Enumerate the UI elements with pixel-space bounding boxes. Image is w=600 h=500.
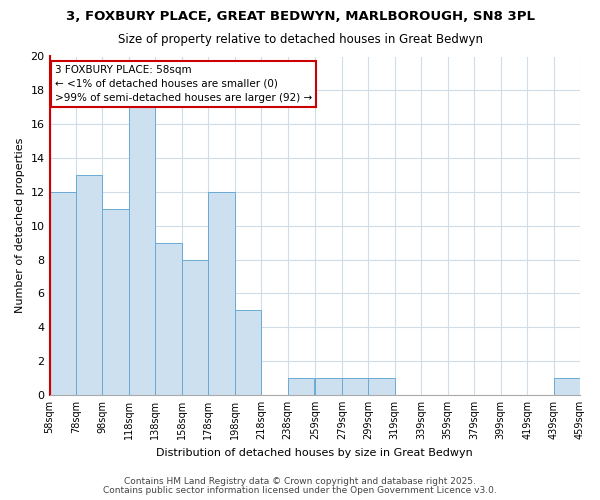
Bar	[103, 209, 129, 395]
Text: 3 FOXBURY PLACE: 58sqm
← <1% of detached houses are smaller (0)
>99% of semi-det: 3 FOXBURY PLACE: 58sqm ← <1% of detached…	[55, 65, 312, 103]
Text: Contains public sector information licensed under the Open Government Licence v3: Contains public sector information licen…	[103, 486, 497, 495]
Bar	[129, 108, 155, 395]
Bar	[287, 378, 314, 395]
Text: Contains HM Land Registry data © Crown copyright and database right 2025.: Contains HM Land Registry data © Crown c…	[124, 477, 476, 486]
Bar	[342, 378, 368, 395]
Bar	[208, 192, 235, 395]
Bar	[316, 378, 342, 395]
Bar	[368, 378, 395, 395]
Text: Size of property relative to detached houses in Great Bedwyn: Size of property relative to detached ho…	[118, 32, 482, 46]
Bar	[182, 260, 208, 395]
Y-axis label: Number of detached properties: Number of detached properties	[15, 138, 25, 314]
Bar	[580, 378, 600, 395]
Bar	[554, 378, 580, 395]
Bar	[155, 242, 182, 395]
Bar	[50, 192, 76, 395]
Text: 3, FOXBURY PLACE, GREAT BEDWYN, MARLBOROUGH, SN8 3PL: 3, FOXBURY PLACE, GREAT BEDWYN, MARLBORO…	[65, 10, 535, 23]
Bar	[235, 310, 261, 395]
X-axis label: Distribution of detached houses by size in Great Bedwyn: Distribution of detached houses by size …	[157, 448, 473, 458]
Bar	[76, 175, 103, 395]
